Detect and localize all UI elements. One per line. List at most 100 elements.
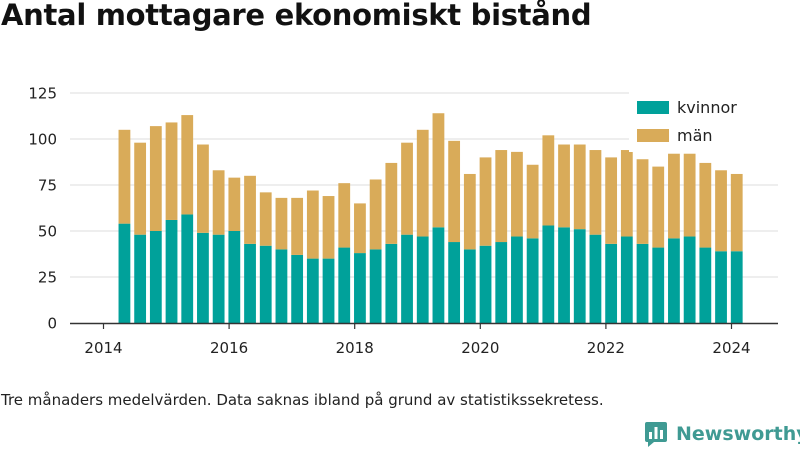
bar-kvinnor — [181, 214, 194, 323]
bar-kvinnor — [636, 243, 649, 323]
bar-man — [181, 115, 194, 215]
bar-kvinnor — [573, 229, 586, 323]
bar-kvinnor — [730, 251, 743, 323]
bar-man — [228, 177, 241, 231]
bar-man — [479, 157, 492, 246]
bar-man — [306, 190, 319, 259]
bar-man — [432, 113, 445, 228]
bar-kvinnor — [291, 254, 304, 323]
bar-man — [526, 164, 539, 239]
bar-kvinnor — [212, 234, 225, 323]
bar-kvinnor — [542, 225, 555, 323]
bar-kvinnor — [385, 243, 398, 323]
bar-kvinnor — [511, 236, 523, 323]
bar-man — [448, 140, 461, 243]
bar-kvinnor — [369, 249, 382, 323]
x-tick-label: 2018 — [336, 339, 374, 357]
bar-kvinnor — [354, 253, 366, 323]
bar-kvinnor — [416, 236, 429, 323]
bar-kvinnor — [432, 227, 445, 323]
bar-man — [369, 179, 382, 250]
bar-man — [668, 153, 680, 239]
x-tick-label: 2024 — [712, 339, 750, 357]
bar-man — [338, 183, 351, 248]
legend-label-kvinnor: kvinnor — [677, 98, 737, 117]
bar-kvinnor — [683, 236, 696, 323]
bar-man — [715, 170, 727, 252]
bar-kvinnor — [620, 236, 633, 323]
y-tick-label: 50 — [38, 223, 57, 241]
bar-kvinnor — [495, 242, 508, 323]
bar-man — [275, 197, 288, 250]
footnote: Tre månaders medelvärden. Data saknas ib… — [1, 391, 604, 409]
bar-kvinnor — [526, 238, 539, 323]
bar-kvinnor — [228, 231, 241, 323]
bar-kvinnor — [463, 249, 476, 323]
bar-kvinnor — [401, 234, 413, 323]
bar-man — [511, 151, 523, 237]
bar-kvinnor — [448, 242, 461, 323]
bar-man — [605, 157, 618, 244]
bar-man — [683, 153, 696, 237]
bar-man — [699, 162, 712, 248]
bar-man — [259, 192, 272, 246]
bar-man — [589, 150, 602, 235]
page-title: Antal mottagare ekonomiskt bistånd — [1, 0, 592, 32]
newsworthy-logo-icon — [645, 422, 667, 447]
y-tick-label: 75 — [38, 177, 57, 195]
bar-man — [652, 166, 665, 248]
bar-man — [322, 196, 335, 259]
bar-kvinnor — [259, 245, 272, 323]
bar-man — [149, 126, 162, 231]
bar-man — [416, 129, 429, 237]
bar-kvinnor — [338, 247, 351, 323]
bar-kvinnor — [275, 249, 288, 323]
bar-man — [558, 144, 570, 228]
x-tick-label: 2016 — [210, 339, 248, 357]
bar-man — [212, 170, 225, 235]
stacked-bar-chart: 0 25 50 75 100 125 2014 2016 2018 2020 2022 2024 kvi… — [28, 85, 779, 357]
bar-man — [165, 122, 178, 220]
bar-man — [463, 173, 476, 250]
y-tick-label: 125 — [28, 85, 57, 103]
x-tick-label: 2020 — [461, 339, 499, 357]
bar-kvinnor — [699, 247, 712, 323]
bar-man — [134, 142, 147, 235]
legend-swatch-man — [637, 129, 669, 142]
bar-kvinnor — [244, 243, 256, 323]
bar-kvinnor — [149, 231, 162, 323]
bar-kvinnor — [197, 232, 209, 323]
bar-man — [385, 162, 398, 244]
y-tick-label: 100 — [28, 131, 57, 149]
y-tick-label: 0 — [47, 315, 57, 333]
bar-kvinnor — [322, 258, 335, 323]
bar-man — [620, 150, 633, 237]
bar-man — [730, 173, 743, 252]
bar-kvinnor — [715, 251, 727, 323]
legend-swatch-kvinnor — [637, 101, 669, 114]
brand-logo: Newsworthy — [645, 420, 800, 448]
bar-man — [354, 203, 366, 254]
x-tick-label: 2022 — [587, 339, 625, 357]
bar-kvinnor — [479, 245, 492, 323]
brand-name: Newsworthy — [676, 423, 800, 445]
bar-man — [291, 197, 304, 255]
y-tick-label: 25 — [38, 269, 57, 287]
bar-man — [244, 175, 256, 244]
bar-man — [573, 144, 586, 230]
bar-kvinnor — [134, 234, 147, 323]
bar-kvinnor — [668, 238, 680, 323]
bar-man — [542, 135, 555, 226]
x-tick-label: 2014 — [84, 339, 122, 357]
bar-kvinnor — [605, 243, 618, 323]
bar-man — [636, 159, 649, 244]
bar-man — [118, 129, 131, 224]
bar-kvinnor — [558, 227, 570, 323]
bar-man — [401, 142, 413, 235]
bar-kvinnor — [652, 247, 665, 323]
bar-kvinnor — [118, 223, 131, 323]
bar-man — [495, 150, 508, 243]
bar-kvinnor — [589, 234, 602, 323]
bar-kvinnor — [165, 219, 178, 323]
bar-man — [197, 144, 209, 233]
